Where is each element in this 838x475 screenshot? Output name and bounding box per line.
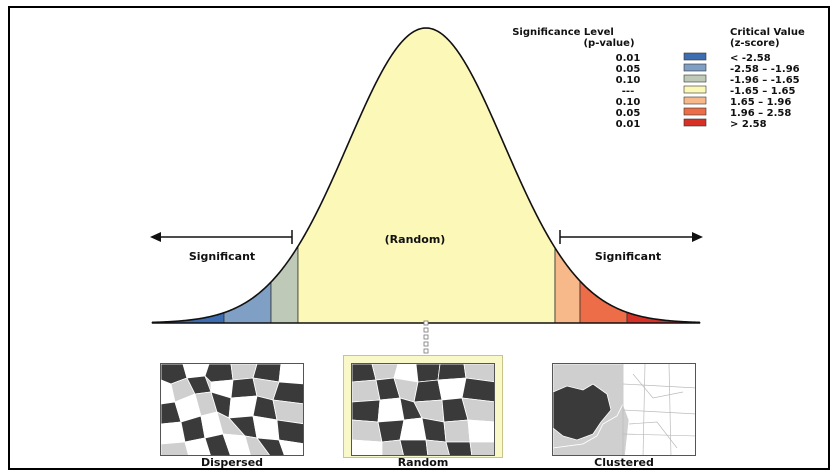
legend-swatch: [683, 118, 707, 127]
legend-zscore: 1.96 – 2.58: [730, 108, 791, 119]
right-significant-label: Significant: [595, 250, 661, 263]
left-significant-arrow: [150, 230, 293, 244]
connector-dot: [423, 341, 429, 347]
region-p10-high: [554, 246, 581, 324]
legend-zscore: < -2.58: [730, 53, 771, 64]
dispersed-map-graphic: [161, 364, 303, 455]
random-map-graphic: [352, 364, 494, 455]
left-significant-label: Significant: [189, 250, 255, 263]
legend-zscore: 1.65 – 1.96: [730, 97, 791, 108]
legend-pvalue-header: (p-value): [583, 38, 634, 49]
legend-pvalue: 0.01: [616, 119, 641, 130]
bell-curve-outline: [151, 27, 701, 324]
region-random: [297, 27, 556, 324]
legend-swatch: [683, 85, 707, 94]
dispersed-label: Dispersed: [200, 456, 264, 469]
legend-pvalue: 0.05: [616, 64, 641, 75]
legend-swatch: [683, 107, 707, 116]
figure-frame: [8, 6, 830, 470]
legend-zscore: -1.96 – -1.65: [730, 75, 800, 86]
legend: Significance Level (p-value) Critical Va…: [512, 27, 805, 130]
legend-swatch: [683, 63, 707, 72]
legend-zscore: -2.58 – -1.96: [730, 64, 800, 75]
clustered-label: Clustered: [594, 456, 654, 469]
region-p10-low: [270, 244, 299, 324]
legend-rows: 0.01 < -2.58 0.05 -2.58 – -1.96 0.10 -1.96 – …: [616, 52, 800, 130]
clustered-map-graphic: [553, 364, 695, 455]
dispersed-pattern-map: [160, 363, 304, 456]
legend-zscore: > 2.58: [730, 119, 767, 130]
legend-pvalue: ---: [622, 86, 634, 97]
legend-pvalue: 0.10: [616, 75, 641, 86]
legend-pvalue: 0.10: [616, 97, 641, 108]
connector-dot: [423, 334, 429, 340]
legend-pvalue: 0.01: [616, 53, 641, 64]
clustered-pattern-map: [552, 363, 696, 456]
right-significant-arrow: [559, 230, 703, 244]
connector-dot: [423, 348, 429, 354]
legend-pvalue: 0.05: [616, 108, 641, 119]
legend-swatch: [683, 96, 707, 105]
legend-zscore-header: (z-score): [730, 38, 780, 49]
connector-dot: [423, 327, 429, 333]
legend-swatch: [683, 52, 707, 61]
random-label: Random: [397, 456, 449, 469]
legend-swatch: [683, 74, 707, 83]
legend-critical-header: Critical Value: [730, 27, 805, 38]
random-pattern-map: [351, 363, 495, 456]
connector-dot: [423, 320, 429, 326]
legend-zscore: -1.65 – 1.65: [730, 86, 796, 97]
random-region-label: (Random): [385, 233, 446, 246]
legend-significance-header: Significance Level: [512, 27, 614, 38]
